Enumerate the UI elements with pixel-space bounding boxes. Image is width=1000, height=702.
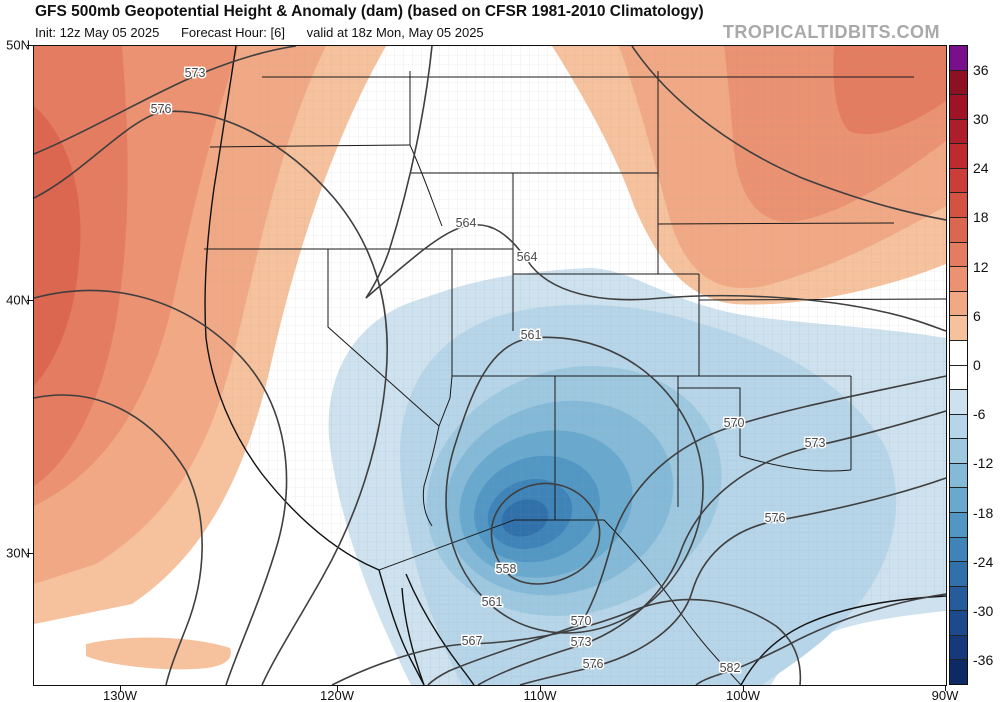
colorbar-cell: [950, 635, 967, 661]
colorbar-cell: [950, 537, 967, 563]
colorbar-cell: [950, 193, 967, 219]
colorbar-cell: [950, 340, 967, 366]
colorbar-tick-label: 6: [973, 307, 981, 324]
init-time: Init: 12z May 05 2025: [35, 25, 160, 40]
colorbar-cell: [950, 316, 967, 341]
colorbar-cell: [950, 70, 967, 96]
contour-label: 564: [456, 216, 477, 230]
colorbar-cell: [950, 95, 967, 120]
lat-tick: [27, 44, 33, 46]
colorbar-cell: [950, 144, 967, 169]
coastline: [204, 46, 946, 685]
contour-label: 570: [724, 416, 745, 430]
colorbar-cell: [950, 291, 967, 317]
contour-label: 561: [521, 328, 542, 342]
colorbar-cell: [950, 390, 967, 415]
contour-label: 558: [496, 562, 517, 576]
colorbar-tick-label: 30: [973, 110, 989, 127]
lon-axis-label: 110W: [523, 688, 557, 702]
colorbar-cell: [950, 267, 967, 292]
forecast-info-line: Init: 12z May 05 2025 Forecast Hour: [6]…: [35, 25, 502, 40]
lon-tick: [336, 686, 338, 691]
contour-label: 570: [571, 614, 592, 628]
contour-label: 576: [765, 511, 786, 525]
colorbar-cell: [950, 119, 967, 145]
lat-axis-label: 50N: [6, 37, 30, 53]
colorbar-cell: [950, 439, 967, 464]
lat-axis-label: 30N: [6, 545, 30, 561]
colorbar-cell: [950, 365, 967, 391]
colorbar-cell: [950, 488, 967, 513]
lon-tick: [539, 686, 541, 691]
colorbar-tick-label: -30: [973, 603, 994, 620]
colorbar-cell: [950, 218, 967, 243]
map-svg: 573 576 564 564 561 558 561 567 570 573 576 570 573 5…: [34, 46, 946, 685]
colorbar-tick-label: -24: [973, 553, 994, 570]
contour-label: 576: [151, 102, 172, 116]
colorbar-tick-label: -6: [973, 406, 986, 423]
contour-label: 561: [482, 595, 503, 609]
colorbar-tick-label: 18: [973, 209, 989, 226]
lon-tick: [944, 686, 946, 691]
contour-label: 573: [571, 635, 592, 649]
colorbar-cell: [950, 463, 967, 489]
lon-tick: [119, 686, 121, 691]
colorbar-tick-label: -18: [973, 504, 994, 521]
lat-axis-label: 40N: [6, 292, 30, 308]
valid-time: valid at 18z Mon, May 05 2025: [306, 25, 484, 40]
watermark: TROPICALTIDBITS.COM: [722, 22, 940, 42]
colorbar-tick-label: 36: [973, 61, 989, 78]
lon-axis-label: 90W: [931, 688, 959, 702]
forecast-hour: Forecast Hour: [6]: [180, 25, 285, 40]
contour-label: 573: [185, 66, 206, 80]
lat-tick: [27, 299, 33, 301]
lat-tick: [27, 552, 33, 554]
contour-label: 582: [720, 661, 741, 675]
contour-label: 576: [583, 657, 604, 671]
colorbar-tick-label: -12: [973, 455, 994, 472]
lon-tick: [742, 686, 744, 691]
lon-axis-label: 120W: [320, 688, 354, 702]
map-canvas: 573 576 564 564 561 558 561 567 570 573 576 570 573 5…: [33, 45, 947, 686]
colorbar-cell: [950, 46, 967, 71]
colorbar-tick-label: 12: [973, 258, 989, 275]
lon-axis-label: 130W: [103, 688, 137, 702]
page-title: GFS 500mb Geopotential Height & Anomaly …: [35, 3, 704, 20]
colorbar-cell: [950, 242, 967, 268]
contour-label: 567: [462, 634, 483, 648]
lon-axis-label: 100W: [726, 688, 760, 702]
colorbar-cell: [950, 168, 967, 194]
height-contours: [34, 46, 946, 685]
colorbar-tick-label: -36: [973, 652, 994, 669]
state-borders: [204, 71, 946, 685]
contour-labels: 573 576 564 564 561 558 561 567 570 573 576 570 573 5…: [149, 65, 827, 677]
contour-label: 564: [517, 250, 538, 264]
colorbar-cell: [950, 586, 967, 612]
colorbar-cell: [950, 660, 967, 685]
colorbar-cell: [950, 611, 967, 636]
colorbar-cell: [950, 414, 967, 440]
colorbar-cell: [950, 562, 967, 587]
colorbar-tick-label: 24: [973, 160, 989, 177]
colorbar: [949, 45, 968, 685]
colorbar-cell: [950, 512, 967, 538]
contour-label: 573: [805, 436, 826, 450]
colorbar-tick-label: 0: [973, 357, 981, 373]
